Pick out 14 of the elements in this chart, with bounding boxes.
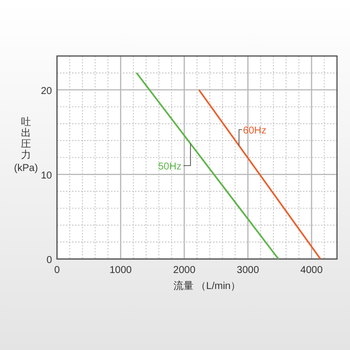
y-tick-label: 0 [46,255,52,266]
y-tick-label: 10 [40,170,52,182]
x-axis-title: 流量 （L/min） [173,280,241,292]
x-tick-label: 3000 [236,265,260,276]
annotation: 50Hz [158,143,191,173]
x-tick-label: 4000 [300,265,324,276]
series-label: 50Hz [158,162,182,173]
x-tick-label: 2000 [173,265,196,276]
x-tick-label: 1000 [110,265,132,276]
y-tick-label: 20 [40,86,52,97]
x-tick-label: 0 [54,265,60,276]
annotation: 60Hz [238,126,266,146]
series-label: 60Hz [243,126,266,137]
y-axis-title: 吐出圧力(kPa) [14,116,38,174]
